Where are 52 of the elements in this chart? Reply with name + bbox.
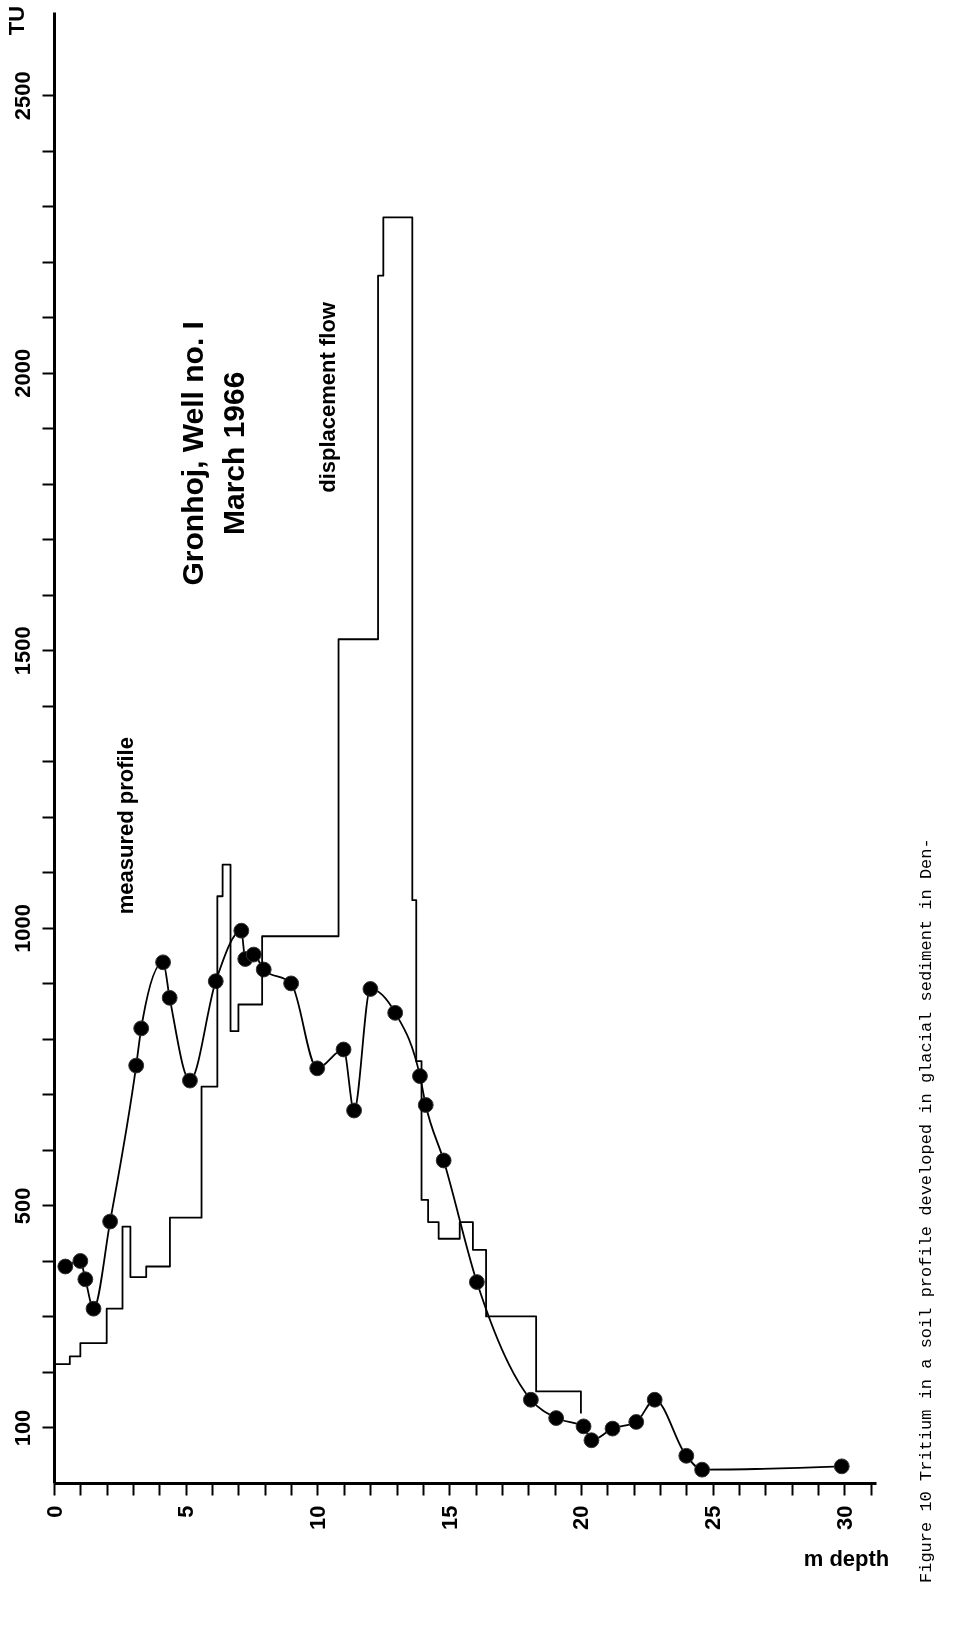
caption: Figure 10 Tritium in a soil profile developed in glacial sediment in Den- xyxy=(917,838,936,1583)
point xyxy=(833,1458,850,1475)
y-axis-title: TU xyxy=(3,5,29,36)
y-tick-label: 1500 xyxy=(9,626,35,676)
point xyxy=(678,1447,695,1464)
point xyxy=(245,946,262,963)
x-tick-label: 20 xyxy=(568,1505,594,1530)
point xyxy=(522,1391,539,1408)
point xyxy=(412,1068,428,1085)
point xyxy=(646,1391,663,1408)
y-tick-label: 100 xyxy=(9,1409,35,1447)
point xyxy=(575,1418,592,1435)
x-tick-label: 5 xyxy=(173,1505,199,1518)
point xyxy=(233,922,250,939)
point xyxy=(468,1274,485,1290)
x-tick-label: 25 xyxy=(700,1505,726,1530)
point xyxy=(362,981,379,997)
point xyxy=(628,1414,645,1430)
point xyxy=(417,1097,434,1113)
point xyxy=(435,1152,452,1169)
x-tick-label: 15 xyxy=(436,1505,462,1530)
text: March 1966 xyxy=(216,371,250,536)
point xyxy=(694,1461,711,1478)
point xyxy=(161,989,178,1006)
point xyxy=(283,975,300,992)
text: displacement flow xyxy=(315,301,341,493)
x-tick-label: 10 xyxy=(304,1505,330,1530)
point xyxy=(77,1271,94,1288)
y-tick-label: 2000 xyxy=(9,348,35,398)
point xyxy=(182,1072,198,1089)
text: Gronhoj, Well no. I xyxy=(175,321,209,586)
point xyxy=(604,1420,621,1437)
x-tick-label: 0 xyxy=(41,1505,67,1518)
point xyxy=(155,954,171,971)
point xyxy=(57,1258,74,1275)
point xyxy=(72,1253,89,1269)
point xyxy=(346,1102,362,1119)
point xyxy=(335,1041,352,1058)
x-tick-label: 30 xyxy=(831,1505,857,1530)
y-tick-label: 500 xyxy=(9,1187,35,1225)
point xyxy=(102,1213,119,1230)
y-tick-label: 2500 xyxy=(9,71,35,121)
point xyxy=(85,1300,102,1317)
point xyxy=(548,1410,565,1426)
point xyxy=(583,1432,600,1449)
point xyxy=(387,1004,404,1021)
y-tick-label: 1000 xyxy=(9,903,35,953)
point xyxy=(128,1057,145,1074)
text: measured profile xyxy=(113,737,139,915)
point xyxy=(309,1060,326,1077)
x-axis-title: m depth xyxy=(803,1545,890,1571)
point xyxy=(133,1020,150,1037)
